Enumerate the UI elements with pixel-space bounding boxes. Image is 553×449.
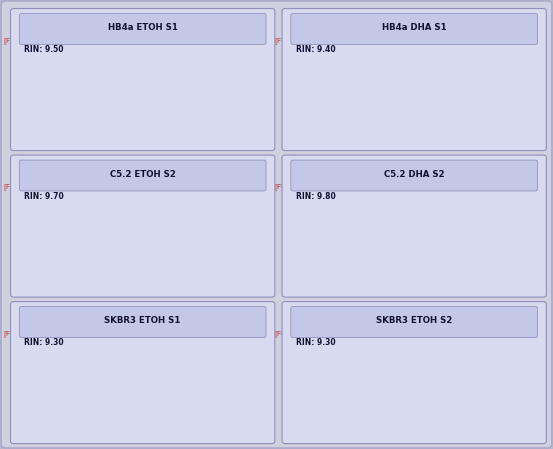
Text: RIN: 9.40: RIN: 9.40 — [296, 45, 335, 54]
Text: RIN: 9.30: RIN: 9.30 — [24, 339, 64, 348]
Text: HB4a ETOH S1: HB4a ETOH S1 — [108, 23, 178, 32]
Text: RIN: 9.70: RIN: 9.70 — [24, 192, 64, 201]
Text: RIN: 9.80: RIN: 9.80 — [296, 192, 336, 201]
Text: SKBR3 ETOH S2: SKBR3 ETOH S2 — [376, 316, 452, 325]
Text: SKBR3 ETOH S1: SKBR3 ETOH S1 — [105, 316, 181, 325]
Text: [FU]: [FU] — [3, 37, 18, 44]
Text: [FU]: [FU] — [275, 330, 290, 337]
Text: RIN: 9.50: RIN: 9.50 — [24, 45, 64, 54]
Text: [FU]: [FU] — [3, 330, 18, 337]
Text: [FU]: [FU] — [275, 184, 290, 190]
Text: C5.2 ETOH S2: C5.2 ETOH S2 — [109, 170, 176, 179]
Text: [FU]: [FU] — [3, 184, 18, 190]
Text: HB4a DHA S1: HB4a DHA S1 — [382, 23, 446, 32]
Text: RIN: 9.30: RIN: 9.30 — [296, 339, 335, 348]
Text: C5.2 DHA S2: C5.2 DHA S2 — [384, 170, 445, 179]
Text: [FU]: [FU] — [275, 37, 290, 44]
